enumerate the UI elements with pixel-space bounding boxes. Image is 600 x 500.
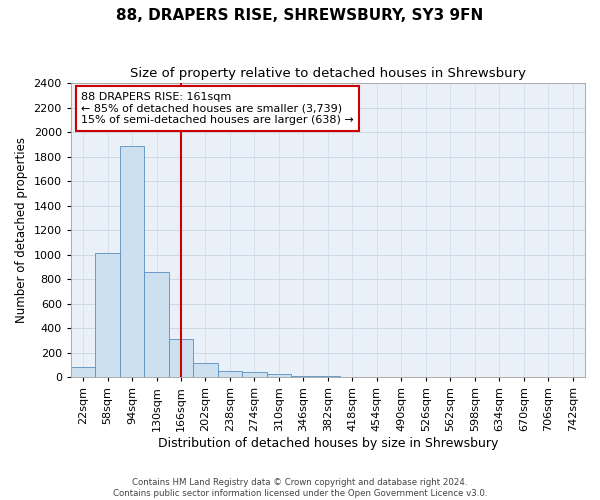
Title: Size of property relative to detached houses in Shrewsbury: Size of property relative to detached ho… bbox=[130, 68, 526, 80]
Text: 88, DRAPERS RISE, SHREWSBURY, SY3 9FN: 88, DRAPERS RISE, SHREWSBURY, SY3 9FN bbox=[116, 8, 484, 22]
X-axis label: Distribution of detached houses by size in Shrewsbury: Distribution of detached houses by size … bbox=[158, 437, 498, 450]
Y-axis label: Number of detached properties: Number of detached properties bbox=[15, 137, 28, 323]
Text: 88 DRAPERS RISE: 161sqm
← 85% of detached houses are smaller (3,739)
15% of semi: 88 DRAPERS RISE: 161sqm ← 85% of detache… bbox=[81, 92, 354, 125]
Bar bbox=[144, 272, 169, 378]
Bar bbox=[316, 376, 340, 378]
Bar bbox=[218, 370, 242, 378]
Bar bbox=[267, 374, 291, 378]
Bar bbox=[71, 368, 95, 378]
Bar bbox=[95, 254, 120, 378]
Bar bbox=[291, 376, 316, 378]
Text: Contains HM Land Registry data © Crown copyright and database right 2024.
Contai: Contains HM Land Registry data © Crown c… bbox=[113, 478, 487, 498]
Bar bbox=[120, 146, 144, 378]
Bar bbox=[242, 372, 267, 378]
Bar bbox=[169, 340, 193, 378]
Bar bbox=[193, 363, 218, 378]
